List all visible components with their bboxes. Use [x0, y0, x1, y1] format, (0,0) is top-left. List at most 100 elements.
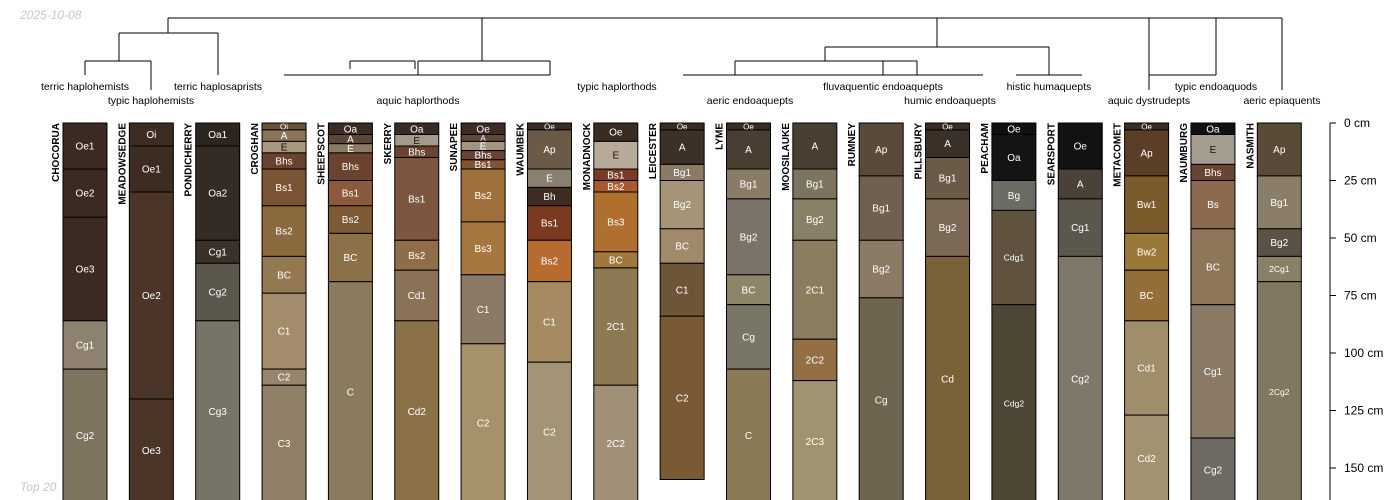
- horizon-bg1: [1256, 175, 1302, 230]
- horizon-label: Oe: [609, 128, 623, 139]
- horizon-c: [327, 281, 373, 500]
- profile-name: MONADNOCK: [582, 122, 593, 190]
- horizon-label: C: [347, 387, 354, 398]
- horizon-label: Cdg2: [1004, 398, 1025, 408]
- horizon-label: Cg2: [76, 431, 95, 442]
- horizon-label: Oe: [743, 122, 754, 131]
- horizon-cdg1: [991, 209, 1037, 306]
- horizon-label: C2: [543, 428, 556, 439]
- horizon-label: Cd: [941, 375, 954, 386]
- horizon-label: Bs2: [408, 251, 426, 262]
- horizon-label: Oe: [1074, 142, 1088, 153]
- horizon-label: 2C3: [806, 437, 825, 448]
- horizon-label: Bs2: [541, 257, 559, 268]
- taxon-label: humic endoaquepts: [904, 95, 996, 107]
- horizon-label: Oe3: [142, 446, 161, 457]
- horizon-label: C2: [477, 418, 490, 429]
- horizon-bg2: [925, 198, 971, 257]
- horizon-cg: [858, 297, 904, 500]
- horizon-label: Bg2: [740, 232, 758, 243]
- horizon-label: 2Cg1: [1269, 264, 1290, 274]
- horizon-label: C1: [543, 317, 556, 328]
- horizon-label: Bhs: [474, 151, 491, 162]
- profile-name: MOOSILAUKE: [781, 123, 792, 191]
- horizon-label: Oe: [677, 122, 688, 131]
- horizon-label: Bg1: [673, 168, 691, 179]
- horizon-e: [593, 140, 639, 170]
- horizon-label: Cg2: [209, 288, 228, 299]
- horizon-a: [1057, 168, 1103, 200]
- horizon-label: Bs1: [275, 183, 293, 194]
- taxon-label: terric haplosaprists: [174, 81, 262, 93]
- horizon-c3: [261, 384, 307, 500]
- horizon-c1: [659, 262, 705, 317]
- horizon-2c3: [792, 380, 838, 500]
- horizon-label: Cd1: [408, 291, 427, 302]
- horizon-label: A: [347, 135, 354, 146]
- horizon-label: 2Cg2: [1269, 387, 1290, 397]
- horizon-c2: [659, 315, 705, 481]
- horizon-label: Bg2: [806, 215, 824, 226]
- horizon-label: Oe1: [142, 165, 161, 176]
- taxonomy-dendrogram: [84, 17, 1283, 90]
- horizon-bs1: [526, 205, 572, 241]
- horizon-label: Oe: [1141, 122, 1152, 131]
- profile-pondicherry: PONDICHERRY Oa1 Oa2 Cg1 Cg2 Cg3: [184, 122, 241, 500]
- horizon-label: Bw1: [1137, 200, 1157, 211]
- horizon-label: Oe: [476, 124, 490, 135]
- horizon-bw2: [1124, 232, 1170, 271]
- horizon-label: 2C2: [607, 439, 626, 450]
- footer-label: Top 20: [20, 480, 57, 494]
- profile-name: PEACHAM: [980, 123, 991, 174]
- taxa-labels: terric haplohemists typic haplohemists ter…: [41, 81, 1321, 107]
- horizon-label: Cg1: [209, 247, 228, 258]
- horizon-bs3: [593, 191, 639, 253]
- horizon-label: Bg2: [872, 265, 890, 276]
- profile-rumney: RUMNEY Ap Bg1 Bg2 Cg: [847, 122, 904, 500]
- horizon-label: Oa2: [208, 189, 227, 200]
- horizon-label: BC: [675, 242, 689, 253]
- horizon-label: Cd1: [1137, 363, 1156, 374]
- profile-name: CHOCORUA: [51, 123, 62, 182]
- horizon-label: Bs1: [408, 194, 426, 205]
- profile-name: SKERRY: [383, 123, 394, 165]
- horizon-label: 2C1: [806, 285, 825, 296]
- horizon-label: Bg: [1008, 191, 1020, 202]
- horizon-cg1: [62, 320, 108, 370]
- profile-chocorua: CHOCORUA Oe1 Oe2 Oe3 Cg1 Cg2: [51, 122, 108, 500]
- profile-name: WAUMBEK: [515, 122, 526, 176]
- soil-profiles: CHOCORUA Oe1 Oe2 Oe3 Cg1 Cg2 MEADOWSEDGE Oi Oe1 O…: [51, 122, 1302, 500]
- horizon-oa2: [195, 145, 241, 241]
- horizon-cg3: [195, 320, 241, 500]
- horizon-bs: [1190, 180, 1236, 230]
- horizon-label: A: [944, 139, 951, 150]
- profile-name: SHEEPSCOT: [316, 123, 327, 185]
- horizon-label: Ap: [543, 145, 556, 156]
- taxon-label: aeric endoaquepts: [707, 95, 793, 107]
- horizon-label: BC: [609, 255, 623, 266]
- horizon-bg2: [726, 198, 771, 276]
- horizon-label: C3: [278, 439, 291, 450]
- horizon-oa: [991, 134, 1037, 181]
- horizon-bg1: [792, 168, 838, 200]
- horizon-2c2: [792, 338, 838, 382]
- profile-peacham: PEACHAM Oe Oa Bg Cdg1 Cdg2: [980, 122, 1037, 500]
- horizon-label: Oa: [1206, 124, 1220, 135]
- axis-tick-label: 150 cm: [1344, 461, 1383, 475]
- horizon-label: Oe1: [76, 142, 95, 153]
- profile-name: PILLSBURY: [914, 123, 925, 180]
- horizon-bg2: [858, 239, 904, 299]
- horizon-bc: [261, 255, 307, 294]
- axis-tick-label: 25 cm: [1344, 174, 1377, 188]
- horizon-c2: [460, 343, 506, 500]
- horizon-label: Ap: [1273, 145, 1286, 156]
- horizon-label: Bg2: [939, 223, 957, 234]
- horizon-label: BC: [343, 253, 357, 264]
- profile-name: NASMITH: [1245, 123, 1256, 169]
- taxon-label: typic endoaquods: [1175, 81, 1257, 93]
- horizon-oe: [1057, 122, 1103, 170]
